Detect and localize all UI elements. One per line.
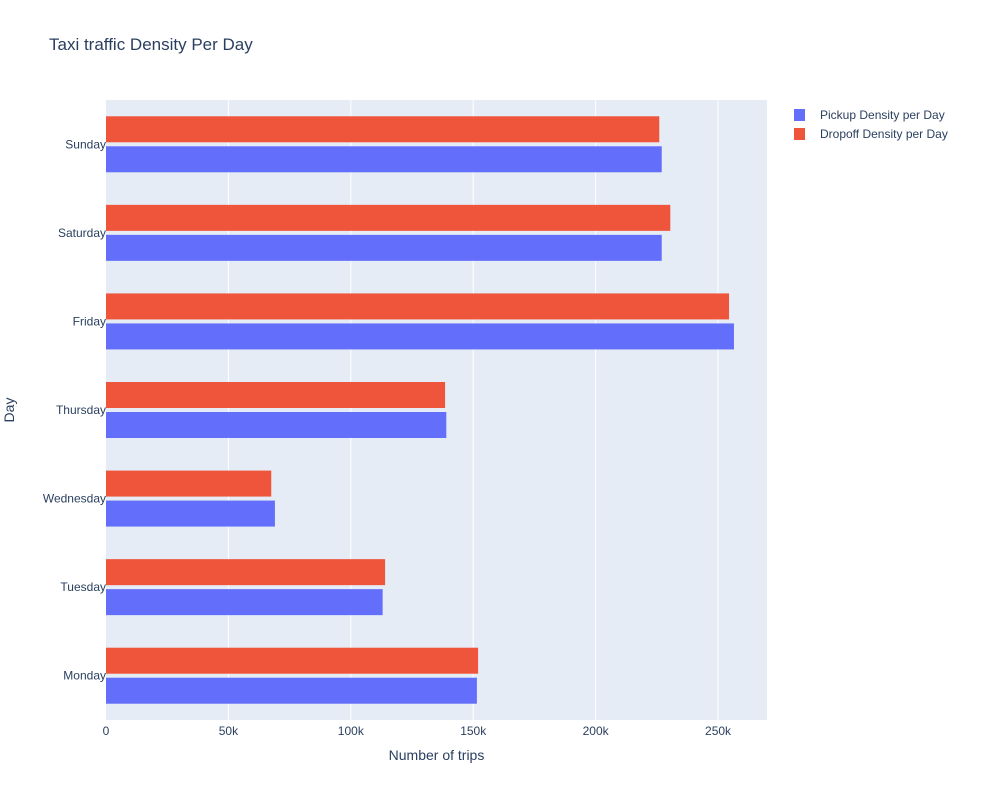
bar-pickup-sunday[interactable] [106, 146, 662, 173]
x-tick-label: 50k [219, 724, 239, 738]
y-tick-label: Monday [63, 669, 106, 683]
bars [106, 116, 734, 704]
bar-pickup-wednesday[interactable] [106, 500, 275, 527]
bar-dropoff-wednesday[interactable] [106, 470, 272, 497]
legend-label: Pickup Density per Day [820, 108, 945, 122]
bar-dropoff-monday[interactable] [106, 647, 479, 674]
x-axis-title: Number of trips [389, 747, 485, 763]
x-tick-label: 250k [705, 724, 732, 738]
x-tick-label: 0 [103, 724, 110, 738]
bar-dropoff-saturday[interactable] [106, 204, 671, 231]
bar-pickup-monday[interactable] [106, 677, 477, 704]
y-tick-label: Thursday [56, 403, 106, 417]
bar-dropoff-tuesday[interactable] [106, 559, 386, 586]
y-tick-label: Sunday [65, 137, 106, 151]
y-tick-label: Tuesday [60, 580, 106, 594]
chart-title: Taxi traffic Density Per Day [49, 35, 253, 54]
bar-dropoff-sunday[interactable] [106, 116, 660, 143]
legend-item[interactable]: Pickup Density per Day [794, 108, 945, 122]
legend-label: Dropoff Density per Day [820, 127, 948, 141]
legend[interactable]: Pickup Density per Day Dropoff Density pe… [794, 108, 948, 141]
bar-pickup-thursday[interactable] [106, 412, 447, 438]
plot-area [106, 100, 767, 720]
y-tick-labels: Monday Tuesday Wednesday Thursday Friday Satu… [43, 137, 106, 682]
legend-swatch [794, 109, 805, 121]
y-tick-label: Friday [73, 314, 106, 328]
legend-swatch [794, 128, 805, 140]
gridlines [227, 100, 719, 720]
y-tick-label: Wednesday [43, 492, 106, 506]
bar-pickup-tuesday[interactable] [106, 589, 383, 616]
bar-dropoff-friday[interactable] [106, 293, 730, 320]
y-tick-label: Saturday [58, 226, 106, 240]
bar-pickup-friday[interactable] [106, 323, 734, 350]
x-tick-label: 200k [583, 724, 610, 738]
x-tick-label: 100k [338, 724, 365, 738]
x-tick-label: 150k [460, 724, 487, 738]
bar-pickup-saturday[interactable] [106, 234, 662, 261]
x-tick-labels: 0 50k 100k 150k 200k 250k [103, 724, 732, 738]
y-axis-title: Day [1, 398, 17, 423]
legend-item[interactable]: Dropoff Density per Day [794, 127, 948, 141]
bar-dropoff-thursday[interactable] [106, 382, 446, 408]
